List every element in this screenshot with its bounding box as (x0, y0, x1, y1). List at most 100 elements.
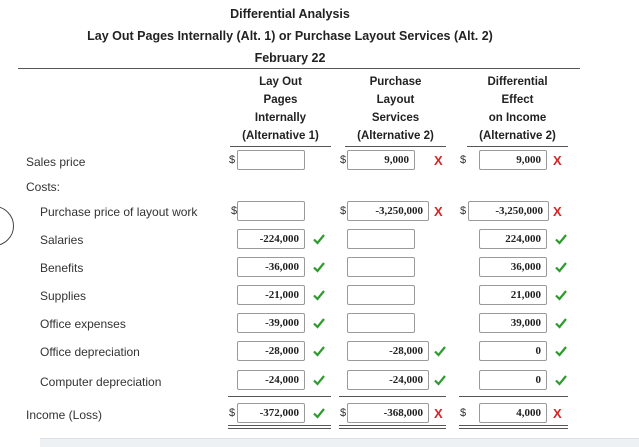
sales-diff-input[interactable]: 9,000 (479, 150, 547, 170)
total-rule (339, 396, 446, 397)
correct-check-icon (555, 290, 567, 301)
office-depreciation-alt2-input[interactable]: -28,000 (347, 341, 429, 361)
purchase-alt1-input[interactable] (237, 201, 305, 221)
incorrect-x-icon: X (434, 406, 443, 421)
currency-symbol: $ (460, 205, 467, 217)
incorrect-x-icon: X (553, 204, 562, 219)
salaries-alt1-input[interactable]: -224,000 (237, 229, 305, 249)
computer-depreciation-diff-input[interactable]: 0 (479, 370, 547, 390)
currency-symbol: $ (229, 154, 236, 166)
column-header-line: Effect (501, 94, 534, 106)
column-header-rule (345, 146, 446, 147)
double-rule (339, 428, 446, 429)
purchase-diff-input[interactable]: -3,250,000 (468, 201, 549, 221)
double-rule (459, 425, 568, 426)
row-label-office-depreciation: Office depreciation (40, 345, 140, 359)
currency-symbol: $ (460, 154, 467, 166)
column-header-line: (Alternative 1) (242, 130, 319, 142)
currency-symbol: $ (229, 407, 236, 419)
column-header-line: (Alternative 2) (479, 130, 556, 142)
row-label-purchase: Purchase price of layout work (40, 205, 198, 219)
double-rule (459, 428, 568, 429)
salaries-alt2-input[interactable] (347, 229, 415, 249)
currency-symbol: $ (340, 205, 347, 217)
incorrect-x-icon: X (434, 204, 443, 219)
correct-check-icon (555, 375, 567, 386)
income-diff-input[interactable]: 4,000 (479, 403, 547, 423)
column-header-line: Internally (254, 112, 307, 124)
report-title: Differential Analysis (230, 7, 350, 21)
total-rule (228, 396, 331, 397)
income-alt1-input[interactable]: -372,000 (237, 403, 305, 423)
correct-check-icon (313, 375, 325, 386)
currency-symbol: $ (460, 407, 467, 419)
sales-alt1-input[interactable] (237, 150, 305, 170)
column-header-rule (230, 146, 331, 147)
currency-symbol: $ (340, 407, 347, 419)
column-header-line: Pages (263, 94, 298, 106)
salaries-diff-input[interactable]: 224,000 (479, 229, 547, 249)
correct-check-icon (313, 346, 325, 357)
total-rule (459, 396, 568, 397)
correct-check-icon (555, 346, 567, 357)
benefits-alt1-input[interactable]: -36,000 (237, 257, 305, 277)
column-header-diff: Differential Effect on Income (Alternati… (460, 73, 575, 145)
benefits-diff-input[interactable]: 36,000 (479, 257, 547, 277)
office-depreciation-diff-input[interactable]: 0 (479, 341, 547, 361)
correct-check-icon (313, 318, 325, 329)
correct-check-icon (313, 234, 325, 245)
income-alt2-input[interactable]: -368,000 (347, 403, 429, 423)
computer-depreciation-alt2-input[interactable]: -24,000 (347, 370, 429, 390)
column-header-line: Differential (487, 76, 548, 88)
computer-depreciation-alt1-input[interactable]: -24,000 (237, 370, 305, 390)
correct-check-icon (555, 234, 567, 245)
currency-symbol: $ (231, 205, 238, 217)
question-nav-circle[interactable] (0, 206, 14, 246)
column-header-line: Lay Out (259, 76, 302, 88)
office-depreciation-alt1-input[interactable]: -28,000 (237, 341, 305, 361)
column-header-line: (Alternative 2) (357, 130, 434, 142)
correct-check-icon (313, 262, 325, 273)
supplies-alt1-input[interactable]: -21,000 (237, 285, 305, 305)
column-header-rule (467, 146, 568, 147)
incorrect-x-icon: X (553, 406, 562, 421)
column-header-alt2: Purchase Layout Services (Alternative 2) (338, 73, 453, 145)
correct-check-icon (555, 318, 567, 329)
column-header-line: Layout (376, 94, 415, 106)
double-rule (228, 428, 331, 429)
correct-check-icon (313, 408, 325, 419)
correct-check-icon (555, 262, 567, 273)
supplies-diff-input[interactable]: 21,000 (479, 285, 547, 305)
row-label-supplies: Supplies (40, 289, 87, 303)
incorrect-x-icon: X (553, 153, 562, 168)
currency-symbol: $ (340, 154, 347, 166)
office-expenses-alt2-input[interactable] (347, 313, 415, 333)
column-header-alt1: Lay Out Pages Internally (Alternative 1) (223, 73, 338, 145)
title-rule (18, 68, 580, 69)
purchase-alt2-input[interactable]: -3,250,000 (347, 201, 429, 221)
correct-check-icon (434, 375, 446, 386)
column-header-line: Purchase (369, 76, 422, 88)
double-rule (228, 425, 331, 426)
column-header-line: Services (371, 112, 420, 124)
benefits-alt2-input[interactable] (347, 257, 415, 277)
row-label-benefits: Benefits (40, 261, 84, 275)
correct-check-icon (434, 346, 446, 357)
report-date: February 22 (254, 51, 326, 65)
row-label-office-expenses: Office expenses (40, 317, 126, 331)
double-rule (339, 425, 446, 426)
column-header-line: on Income (488, 112, 547, 124)
bottom-panel-edge (40, 438, 639, 447)
row-label-computer-depreciation: Computer depreciation (40, 375, 162, 389)
office-expenses-alt1-input[interactable]: -39,000 (237, 313, 305, 333)
office-expenses-diff-input[interactable]: 39,000 (479, 313, 547, 333)
sales-alt2-input[interactable]: 9,000 (347, 150, 415, 170)
supplies-alt2-input[interactable] (347, 285, 415, 305)
row-label-income: Income (Loss) (26, 408, 103, 422)
row-label-sales: Sales price (26, 155, 86, 169)
correct-check-icon (313, 290, 325, 301)
row-label-salaries: Salaries (40, 233, 84, 247)
incorrect-x-icon: X (434, 153, 443, 168)
report-subtitle: Lay Out Pages Internally (Alt. 1) or Pur… (87, 29, 493, 43)
row-label-costs: Costs: (26, 180, 61, 194)
